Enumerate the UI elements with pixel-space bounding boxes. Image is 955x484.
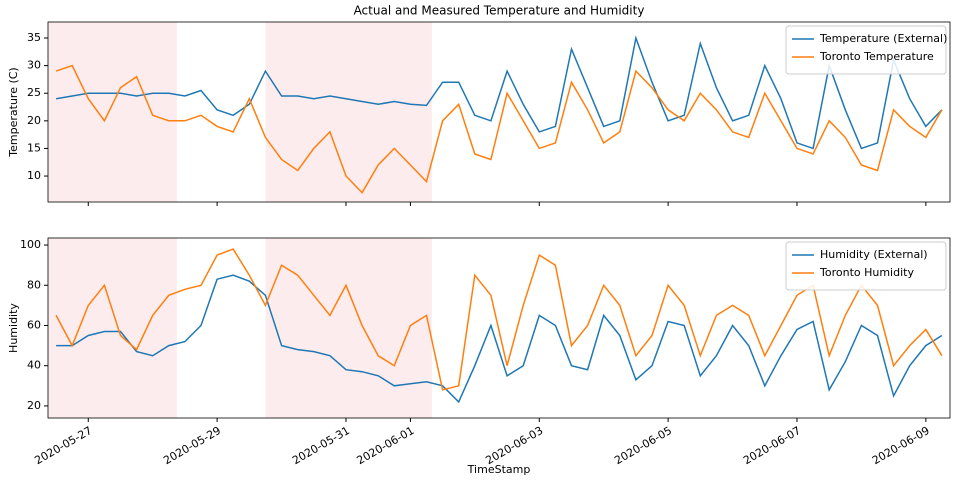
y-tick-label: 80	[27, 278, 41, 291]
y-tick-label: 35	[27, 31, 41, 44]
legend-box	[785, 241, 947, 291]
shaded-span	[48, 238, 177, 418]
x-tick-label: 2020-06-05	[612, 424, 674, 467]
y-tick-label: 60	[27, 318, 41, 331]
y-tick-label: 20	[27, 114, 41, 127]
x-tick-label: 2020-06-03	[483, 424, 545, 467]
y-tick-label: 30	[27, 59, 41, 72]
x-tick-label: 2020-06-07	[741, 424, 803, 467]
legend-label: Toronto Temperature	[819, 50, 934, 63]
data-line	[55, 248, 943, 391]
plot-frame	[47, 237, 951, 419]
shaded-span	[48, 22, 177, 202]
x-tick-label: 2020-05-31	[290, 424, 352, 467]
y-tick-label: 100	[20, 238, 41, 251]
legend-label: Toronto Humidity	[819, 266, 914, 279]
data-line	[56, 274, 943, 404]
y-axis-label: Humidity	[7, 303, 20, 353]
legend-box	[785, 25, 947, 75]
shaded-span	[265, 238, 432, 418]
y-tick-label: 10	[27, 169, 41, 182]
y-tick-label: 15	[27, 141, 41, 154]
y-tick-label: 20	[27, 399, 41, 412]
x-tick-label: 2020-06-01	[355, 424, 417, 467]
legend-label: Temperature (External)	[819, 32, 947, 45]
y-axis-label: Temperature (C)	[7, 67, 20, 157]
chart-title: Actual and Measured Temperature and Humi…	[354, 4, 645, 18]
plot-frame	[47, 21, 951, 203]
y-tick-label: 25	[27, 86, 41, 99]
x-tick-label: 2020-05-27	[32, 424, 94, 467]
x-tick-label: 2020-06-09	[870, 424, 932, 467]
x-tick-label: 2020-05-29	[161, 424, 223, 467]
x-axis-label: TimeStamp	[467, 463, 531, 476]
y-tick-label: 40	[27, 359, 41, 372]
shaded-span	[265, 22, 432, 202]
data-line	[55, 35, 943, 150]
data-line	[55, 64, 943, 194]
legend-label: Humidity (External)	[820, 248, 928, 261]
